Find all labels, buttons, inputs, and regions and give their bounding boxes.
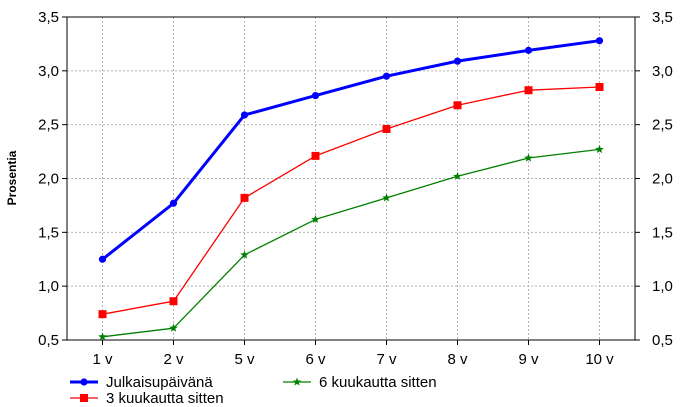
data-point (169, 323, 178, 332)
legend-label: 6 kuukautta sitten (319, 374, 437, 391)
data-point (98, 310, 107, 319)
x-tick-label: 10 v (585, 351, 614, 368)
y-tick-label-right: 1,0 (652, 278, 673, 295)
data-point (524, 46, 533, 54)
data-point (240, 193, 249, 202)
data-point (311, 214, 320, 224)
data-point (382, 72, 391, 80)
data-point (453, 57, 462, 65)
legend-marker (80, 378, 88, 386)
legend-marker (292, 377, 302, 386)
x-tick-label: 5 v (234, 351, 255, 368)
legend-item: 6 kuukautta sitten (283, 374, 437, 391)
data-point (169, 297, 178, 306)
x-tick-label: 8 v (447, 351, 468, 368)
series-line (102, 148, 600, 338)
x-tick-label: 7 v (376, 351, 397, 368)
y-tick-label: 1,5 (38, 224, 59, 241)
y-tick-label-right: 3,5 (652, 9, 673, 26)
y-tick-label-right: 2,0 (652, 171, 673, 188)
series-1 (98, 37, 604, 263)
legend-label: 3 kuukautta sitten (106, 390, 224, 407)
series-2 (98, 82, 604, 319)
series-3 (98, 144, 604, 341)
x-tick-label: 9 v (518, 351, 539, 368)
legend-item: 3 kuukautta sitten (70, 390, 224, 407)
y-tick-label: 1,0 (38, 278, 59, 295)
data-point (453, 101, 462, 110)
data-point (595, 37, 604, 45)
y-tick-label-right: 0,5 (652, 332, 673, 349)
data-point (595, 82, 604, 91)
data-point (595, 144, 604, 154)
y-tick-label-right: 3,0 (652, 63, 673, 80)
data-point (311, 151, 320, 160)
series-line (101, 39, 600, 261)
x-tick-label: 2 v (163, 351, 184, 368)
y-tick-label: 2,0 (38, 171, 59, 188)
grid-lines (67, 17, 635, 340)
legend-item: Julkaisupäivänä (70, 374, 213, 391)
series-line (102, 86, 600, 315)
y-tick-label: 0,5 (38, 332, 59, 349)
y-tick-label-right: 1,5 (652, 224, 673, 241)
data-point (169, 199, 178, 207)
data-point (524, 86, 533, 95)
y-tick-label-right: 2,5 (652, 117, 673, 134)
x-tick-label: 1 v (92, 351, 113, 368)
x-tick-label: 6 v (305, 351, 326, 368)
y-tick-label: 2,5 (38, 117, 59, 134)
data-point (240, 111, 249, 119)
data-point (98, 332, 107, 341)
y-tick-label: 3,5 (38, 9, 59, 26)
data-point (382, 193, 391, 202)
y-tick-label: 3,0 (38, 63, 59, 80)
y-axis-left: 0,5 1,0 1,5 2,0 2,5 3,0 3,5 (38, 9, 67, 349)
series-group (98, 37, 604, 341)
data-point (382, 124, 391, 133)
data-point (311, 91, 320, 100)
y-axis-label: Prosentia (5, 150, 19, 205)
data-point (240, 250, 249, 259)
legend-label: Julkaisupäivänä (106, 374, 213, 391)
x-axis: 1 v 2 v 5 v 6 v 7 v 8 v 9 v 10 v (92, 340, 614, 368)
data-point (98, 255, 107, 263)
legend-marker (80, 394, 88, 402)
data-point (453, 171, 462, 180)
data-point (524, 153, 533, 162)
y-axis-right: 0,5 1,0 1,5 2,0 2,5 3,0 3,5 (635, 9, 673, 349)
